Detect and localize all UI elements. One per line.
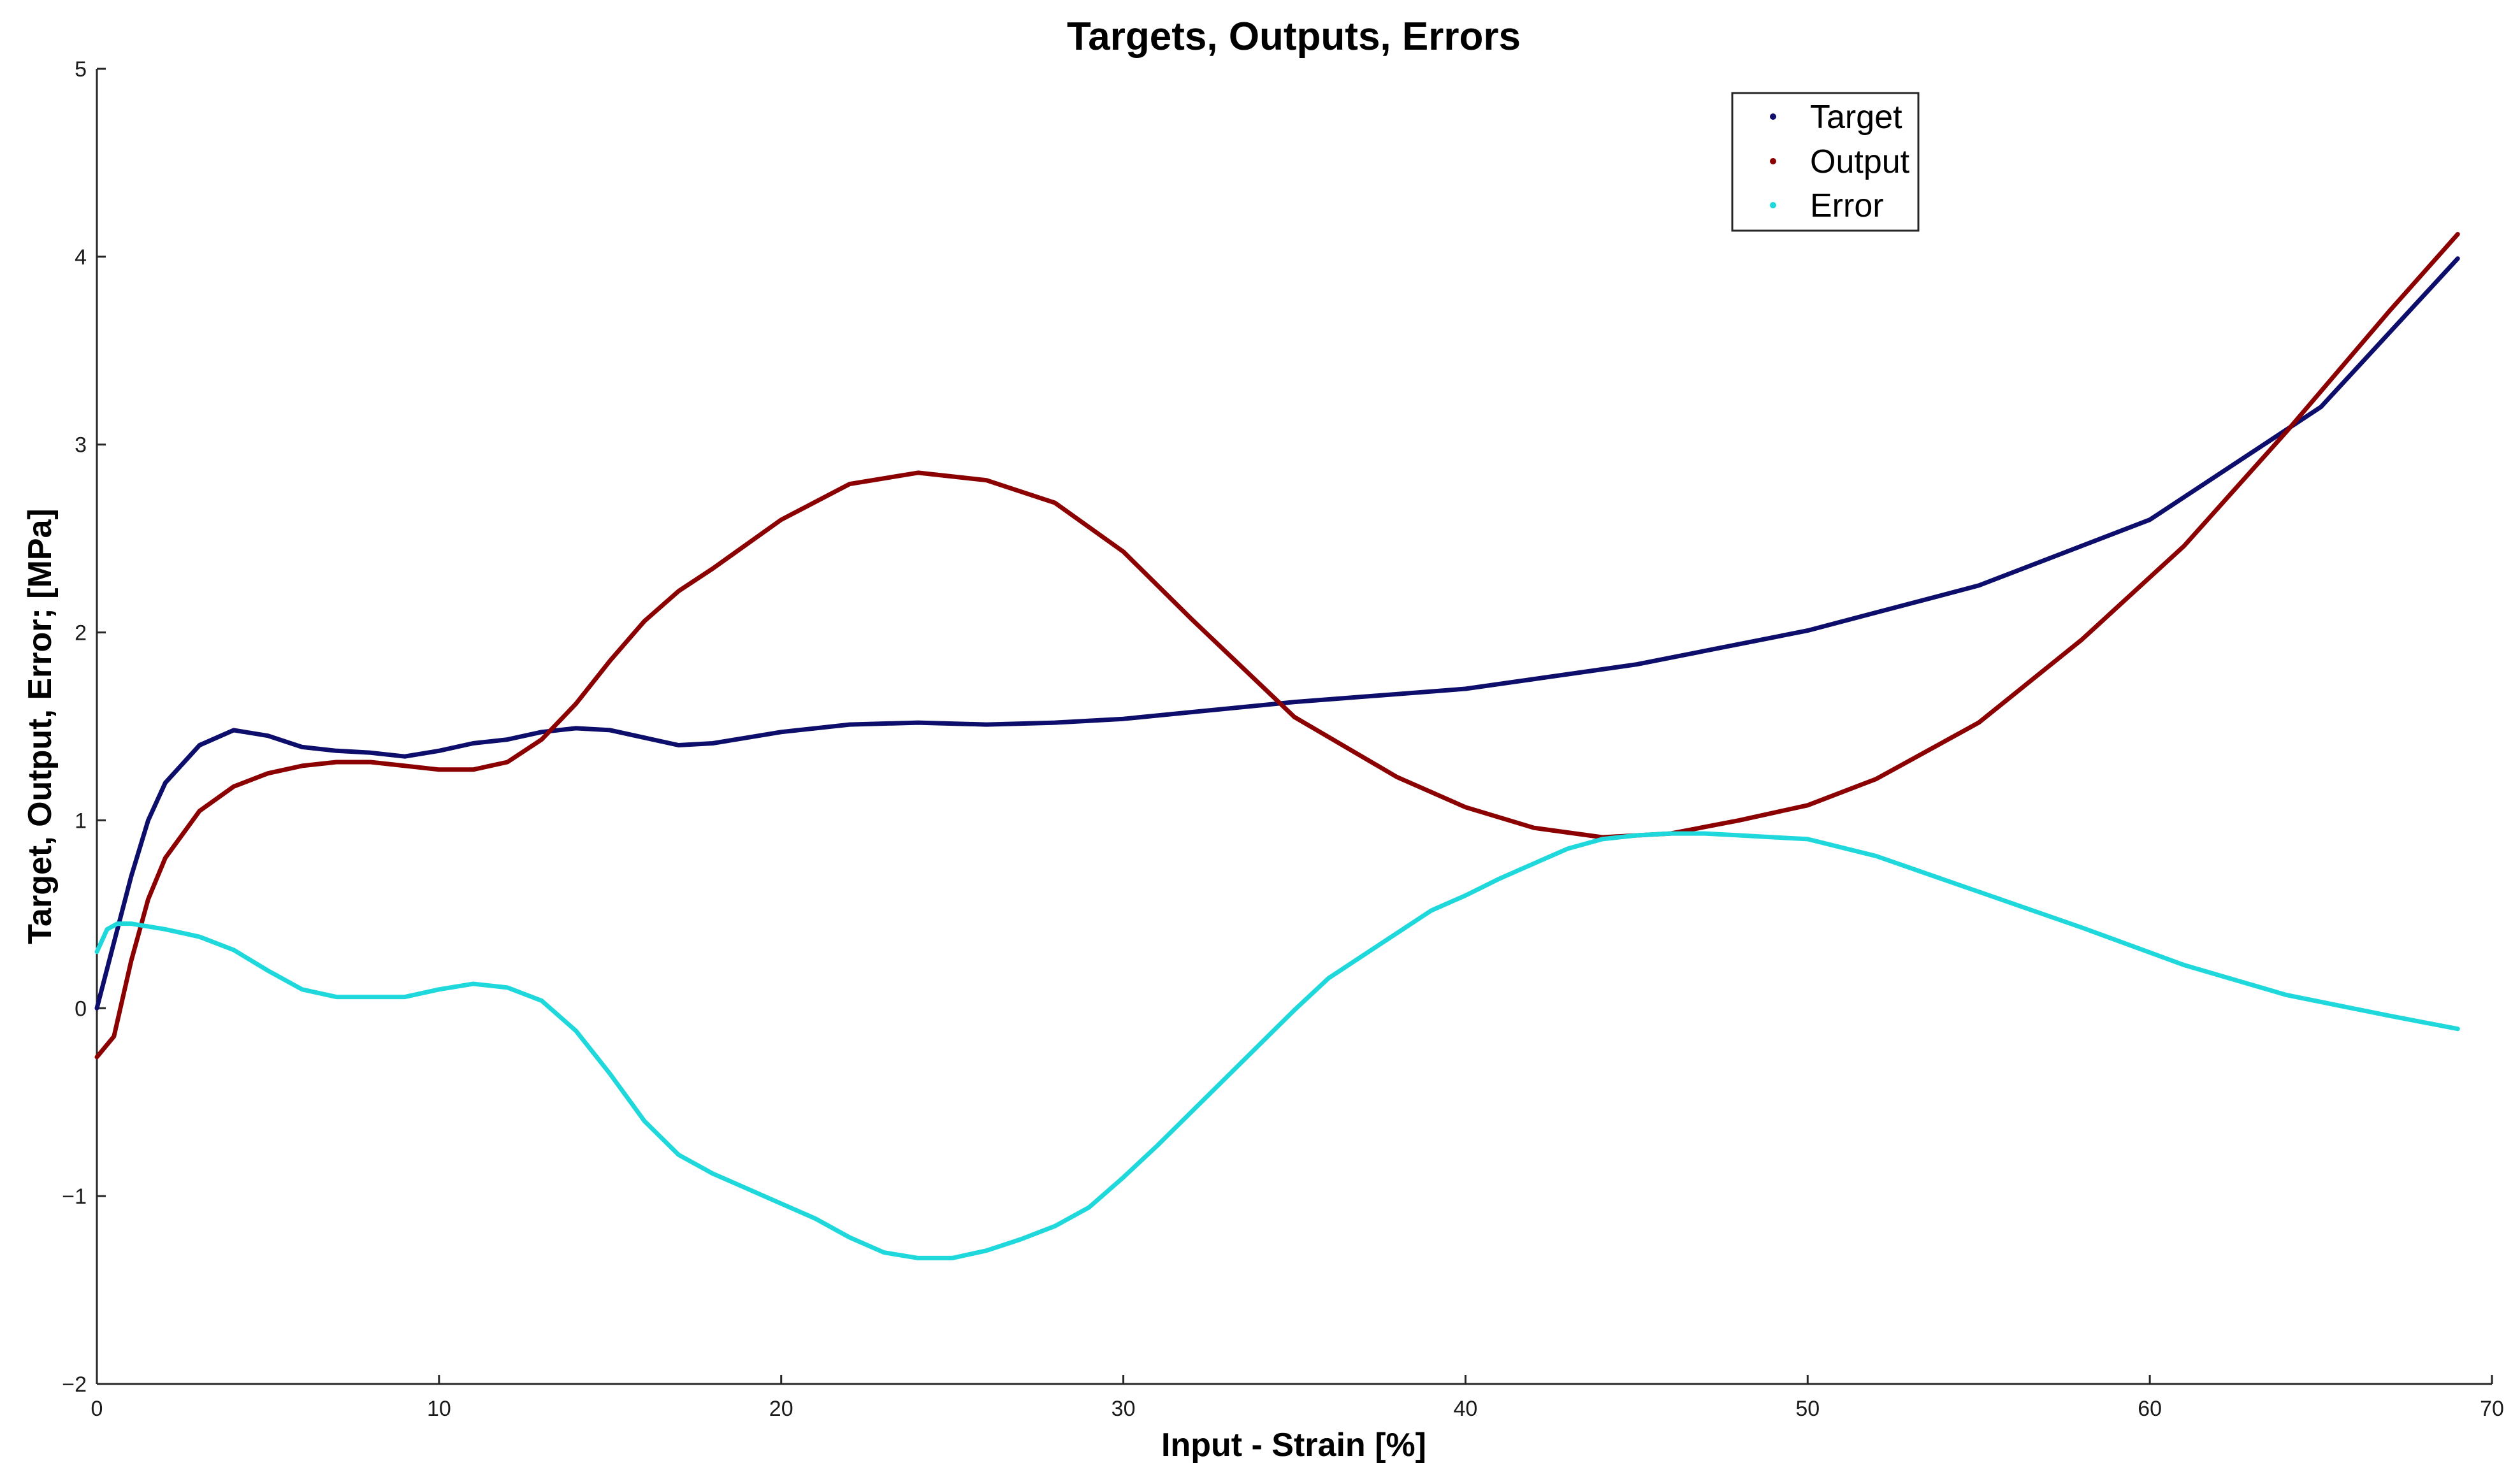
y-tick-label: −1 [62,1185,87,1209]
legend-marker-error [1770,202,1776,208]
y-axis-label: Target, Output, Error; [MPa] [22,508,59,944]
y-ticks: −2 −1 0 1 2 3 4 5 [62,57,106,1397]
x-tick-label: 30 [1112,1397,1136,1421]
y-tick-label: 5 [75,57,87,82]
legend-marker-output [1770,158,1776,164]
legend-label-error: Error [1810,187,1884,224]
chart-title: Targets, Outputs, Errors [1067,15,1521,59]
series-group [94,232,2460,1260]
legend-box [1731,92,1920,232]
x-axis-label: Input - Strain [%] [1161,1427,1426,1464]
x-tick-label: 20 [769,1397,793,1421]
y-tick-label: 4 [75,245,87,270]
x-ticks: 0 10 20 30 40 50 60 70 [91,1375,2504,1421]
x-tick-label: 60 [2138,1397,2162,1421]
series-line-error [94,831,2460,1260]
legend-marker-target [1770,113,1776,120]
x-tick-label: 0 [91,1397,103,1421]
x-tick-label: 70 [2480,1397,2504,1421]
legend: Target Output Error [1731,92,1920,232]
x-tick-label: 50 [1795,1397,1820,1421]
x-tick-label: 40 [1454,1397,1478,1421]
y-tick-label: 0 [75,997,87,1021]
x-tick-label: 10 [427,1397,451,1421]
axes: 0 10 20 30 40 50 60 70 −2 −1 0 1 2 3 4 5 [62,57,2504,1421]
y-tick-label: 2 [75,621,87,645]
series-line-target [94,256,2460,1011]
legend-label-target: Target [1810,99,1902,136]
y-tick-label: 3 [75,433,87,458]
series-line-output [94,232,2460,1060]
y-tick-label: 1 [75,809,87,833]
y-tick-label: −2 [62,1373,87,1397]
legend-label-output: Output [1810,143,1910,180]
